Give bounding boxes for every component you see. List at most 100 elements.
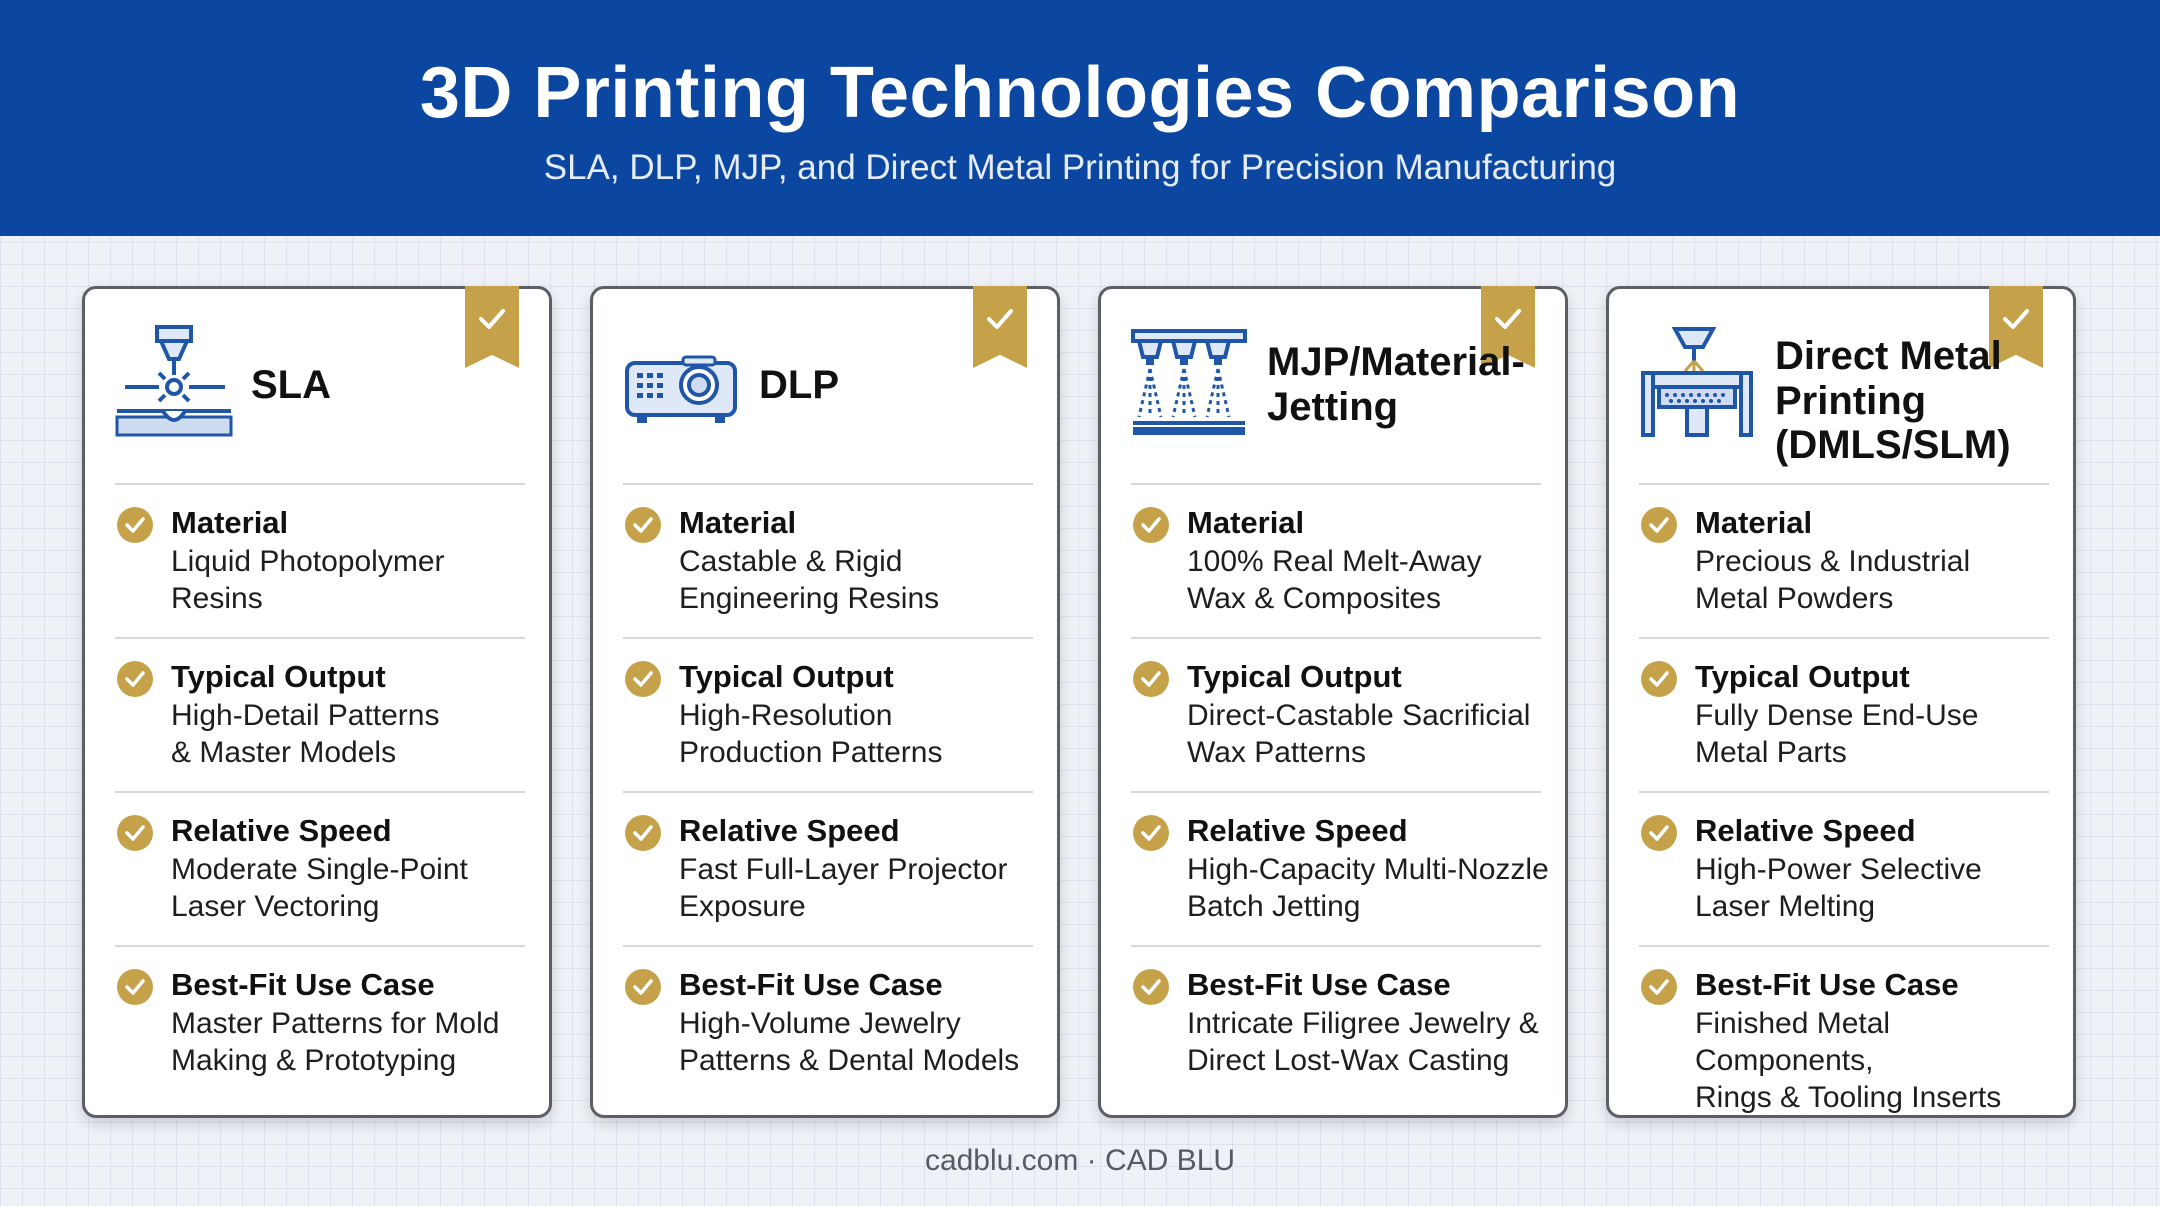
row-title: Relative Speed: [679, 813, 900, 848]
divider: [1639, 637, 2049, 639]
row-text: High-Volume Jewelry Patterns & Dental Mo…: [679, 1007, 1020, 1077]
card-header: DLP: [623, 325, 1033, 475]
tech-name: DLP: [759, 362, 839, 407]
divider: [623, 791, 1033, 793]
row-material: Material Castable & Rigid Engineering Re…: [623, 487, 1043, 615]
row-text: Castable & Rigid Engineering Resins: [679, 545, 940, 615]
check-icon: [625, 507, 661, 543]
row-relative-speed: Relative Speed High-Capacity Multi-Nozzl…: [1131, 795, 1551, 923]
checkmark-ribbon-icon: [1989, 286, 2043, 368]
divider: [115, 945, 525, 947]
row-text: Finished Metal Components, Rings & Tooli…: [1695, 1007, 2002, 1114]
row-relative-speed: Relative Speed High-Power Selective Lase…: [1639, 795, 2059, 923]
checkmark-ribbon-icon: [1481, 286, 1535, 368]
row-title: Typical Output: [1187, 659, 1402, 694]
divider: [115, 791, 525, 793]
row-text: Moderate Single-Point Laser Vectoring: [171, 853, 468, 923]
card-sla: SLA Material Liquid Photopolymer Resins …: [82, 286, 552, 1118]
row-typical-output: Typical Output Fully Dense End-Use Metal…: [1639, 641, 2059, 769]
check-icon: [117, 969, 153, 1005]
row-best-fit: Best-Fit Use Case Finished Metal Compone…: [1639, 949, 2059, 1114]
check-icon: [625, 661, 661, 697]
check-icon: [1133, 969, 1169, 1005]
check-icon: [625, 815, 661, 851]
divider: [1639, 945, 2049, 947]
row-title: Best-Fit Use Case: [1695, 967, 1959, 1002]
page-subtitle: SLA, DLP, MJP, and Direct Metal Printing…: [543, 148, 1617, 187]
row-text: High-Capacity Multi-Nozzle Batch Jetting: [1187, 853, 1549, 923]
check-icon: [1641, 507, 1677, 543]
divider: [115, 637, 525, 639]
check-icon: [1133, 507, 1169, 543]
divider: [1639, 791, 2049, 793]
page-title: 3D Printing Technologies Comparison: [419, 53, 1741, 133]
row-text: Intricate Filigree Jewelry & Direct Lost…: [1187, 1007, 1539, 1077]
row-text: Liquid Photopolymer Resins: [171, 545, 445, 615]
card-direct-metal: Direct Metal Printing (DMLS/SLM) Materia…: [1606, 286, 2076, 1118]
card-dlp: DLP Material Castable & Rigid Engineerin…: [590, 286, 1060, 1118]
row-title: Best-Fit Use Case: [1187, 967, 1451, 1002]
row-best-fit: Best-Fit Use Case High-Volume Jewelry Pa…: [623, 949, 1043, 1077]
row-title: Typical Output: [679, 659, 894, 694]
check-icon: [1133, 661, 1169, 697]
page-header: 3D Printing Technologies Comparison SLA,…: [0, 0, 2160, 236]
tech-name: MJP/Material- Jetting: [1267, 340, 1525, 429]
divider: [1131, 483, 1541, 485]
row-text: Direct-Castable Sacrificial Wax Patterns: [1187, 699, 1531, 769]
card-header: MJP/Material- Jetting: [1131, 325, 1541, 475]
divider: [623, 483, 1033, 485]
technology-cards: SLA Material Liquid Photopolymer Resins …: [82, 286, 2078, 1120]
row-text: High-Resolution Production Patterns: [679, 699, 943, 769]
row-material: Material 100% Real Melt-Away Wax & Compo…: [1131, 487, 1551, 615]
row-material: Material Precious & Industrial Metal Pow…: [1639, 487, 2059, 615]
check-icon: [117, 815, 153, 851]
row-title: Relative Speed: [1695, 813, 1916, 848]
footer-credit: cadblu.com · CAD BLU: [924, 1144, 1236, 1177]
divider: [623, 945, 1033, 947]
row-text: Master Patterns for Mold Making & Protot…: [171, 1007, 500, 1077]
row-text: Fully Dense End-Use Metal Parts: [1695, 699, 1979, 769]
row-title: Typical Output: [1695, 659, 1910, 694]
row-relative-speed: Relative Speed Fast Full-Layer Projector…: [623, 795, 1043, 923]
row-best-fit: Best-Fit Use Case Master Patterns for Mo…: [115, 949, 535, 1077]
checkmark-ribbon-icon: [465, 286, 519, 368]
row-typical-output: Typical Output High-Resolution Productio…: [623, 641, 1043, 769]
multi-nozzle-icon: [1131, 325, 1249, 443]
tech-name: SLA: [251, 362, 331, 407]
row-text: 100% Real Melt-Away Wax & Composites: [1187, 545, 1482, 615]
checkmark-ribbon-icon: [973, 286, 1027, 368]
check-icon: [117, 661, 153, 697]
row-material: Material Liquid Photopolymer Resins: [115, 487, 535, 615]
row-relative-speed: Relative Speed Moderate Single-Point Las…: [115, 795, 535, 923]
row-title: Material: [1695, 505, 1813, 540]
card-header: Direct Metal Printing (DMLS/SLM): [1639, 325, 2049, 475]
check-icon: [1641, 815, 1677, 851]
projector-icon: [623, 325, 741, 443]
row-text: High-Detail Patterns & Master Models: [171, 699, 440, 769]
row-best-fit: Best-Fit Use Case Intricate Filigree Jew…: [1131, 949, 1551, 1077]
card-mjp: MJP/Material- Jetting Material 100% Real…: [1098, 286, 1568, 1118]
row-title: Relative Speed: [171, 813, 392, 848]
row-text: Fast Full-Layer Projector Exposure: [679, 853, 1008, 923]
row-text: Precious & Industrial Metal Powders: [1695, 545, 1971, 615]
divider: [1639, 483, 2049, 485]
metal-powder-bed-icon: [1639, 325, 1757, 443]
divider: [623, 637, 1033, 639]
divider: [115, 483, 525, 485]
row-text: High-Power Selective Laser Melting: [1695, 853, 1982, 923]
row-title: Material: [171, 505, 289, 540]
check-icon: [625, 969, 661, 1005]
check-icon: [1641, 969, 1677, 1005]
row-title: Best-Fit Use Case: [171, 967, 435, 1002]
laser-icon: [115, 325, 233, 443]
card-header: SLA: [115, 325, 525, 475]
row-title: Best-Fit Use Case: [679, 967, 943, 1002]
check-icon: [1641, 661, 1677, 697]
divider: [1131, 791, 1541, 793]
check-icon: [1133, 815, 1169, 851]
divider: [1131, 637, 1541, 639]
row-title: Material: [1187, 505, 1305, 540]
row-title: Typical Output: [171, 659, 386, 694]
row-title: Relative Speed: [1187, 813, 1408, 848]
divider: [1131, 945, 1541, 947]
